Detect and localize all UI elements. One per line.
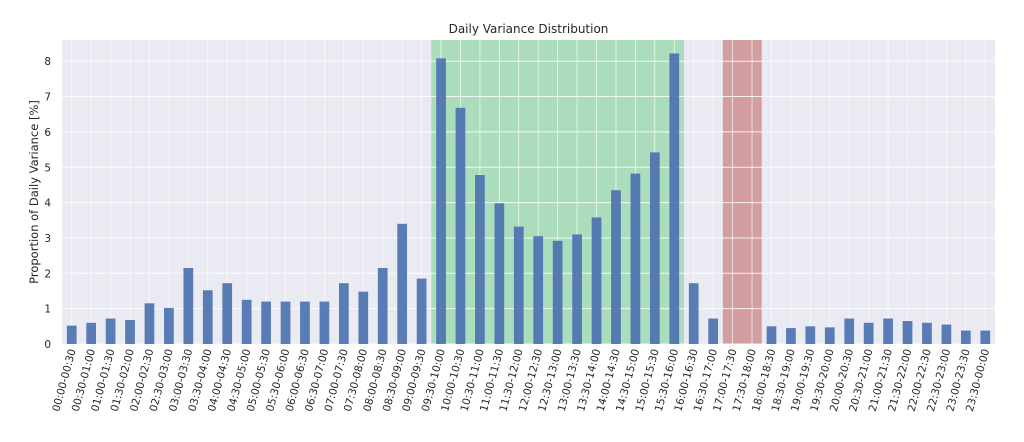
bar bbox=[572, 234, 582, 344]
bar bbox=[824, 327, 835, 344]
bar bbox=[183, 268, 194, 344]
bar bbox=[319, 301, 330, 344]
y-tick-label: 3 bbox=[44, 233, 51, 245]
bar bbox=[494, 203, 505, 344]
x-axis-ticks: 00:00-00:3000:30-01:0001:00-01:3001:30-0… bbox=[50, 348, 992, 413]
bar bbox=[338, 283, 349, 344]
bar bbox=[144, 303, 155, 344]
bar bbox=[202, 290, 213, 344]
bar bbox=[688, 283, 699, 344]
bar bbox=[649, 152, 660, 344]
y-tick-label: 5 bbox=[44, 162, 51, 174]
y-axis-ticks: 0 1 2 3 4 5 6 7 8 bbox=[44, 56, 51, 351]
bar bbox=[261, 301, 271, 344]
bar bbox=[980, 330, 991, 344]
bar bbox=[863, 322, 874, 344]
bar bbox=[844, 318, 855, 344]
bar bbox=[960, 330, 971, 344]
bar bbox=[455, 107, 466, 344]
bar bbox=[883, 318, 893, 344]
bar bbox=[125, 319, 135, 344]
bar bbox=[300, 301, 310, 344]
bar bbox=[86, 322, 97, 344]
bar bbox=[669, 53, 680, 345]
bar bbox=[591, 217, 602, 344]
y-tick-label: 4 bbox=[44, 198, 51, 210]
bar bbox=[66, 325, 77, 344]
bar bbox=[766, 326, 777, 344]
y-tick-label: 0 bbox=[44, 339, 51, 351]
bar bbox=[416, 278, 427, 344]
bar bbox=[552, 240, 563, 344]
bar bbox=[902, 321, 913, 344]
y-tick-label: 1 bbox=[44, 304, 51, 316]
bar bbox=[941, 324, 952, 344]
highlight-region-2 bbox=[722, 40, 762, 344]
bar bbox=[377, 268, 388, 344]
bar bbox=[786, 328, 796, 344]
bar bbox=[708, 318, 719, 344]
bar bbox=[630, 173, 641, 344]
bar bbox=[358, 291, 369, 344]
bar bbox=[222, 283, 233, 344]
chart-title: Daily Variance Distribution bbox=[449, 22, 609, 36]
bar bbox=[922, 322, 932, 344]
bar bbox=[513, 226, 524, 344]
y-axis-label: Proportion of Daily Variance [%] bbox=[27, 100, 41, 284]
y-tick-label: 2 bbox=[44, 268, 51, 280]
y-tick-label: 8 bbox=[44, 56, 51, 68]
y-tick-label: 7 bbox=[44, 92, 51, 104]
bars bbox=[66, 53, 991, 345]
bar bbox=[533, 236, 544, 344]
bar bbox=[436, 58, 446, 344]
bar bbox=[611, 190, 621, 344]
bar bbox=[105, 318, 116, 344]
bar bbox=[397, 223, 408, 344]
y-tick-label: 6 bbox=[44, 127, 51, 139]
bar bbox=[280, 301, 291, 344]
bar bbox=[475, 175, 485, 344]
bar bbox=[164, 307, 174, 344]
bar bbox=[241, 299, 252, 344]
bar bbox=[805, 326, 816, 344]
